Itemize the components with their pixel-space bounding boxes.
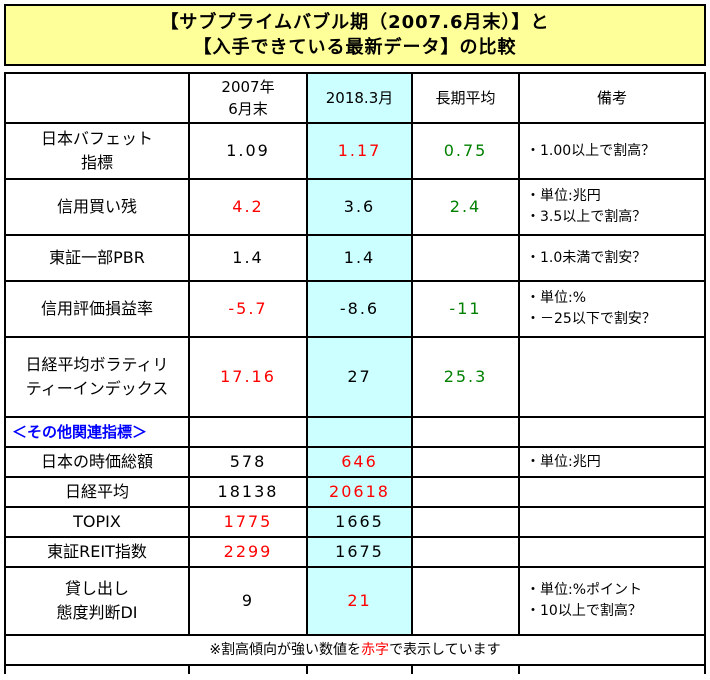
cropped-cell xyxy=(190,666,308,675)
value-2018: 646 xyxy=(308,448,413,479)
value-long-avg xyxy=(413,538,520,569)
remark-cell xyxy=(520,478,706,509)
value-2007: 4.2 xyxy=(190,180,308,237)
remark-cell: ・単位:% ・－25以下で割安？ xyxy=(520,282,706,339)
row-label-topix: TOPIX xyxy=(6,508,190,539)
cropped-cell xyxy=(308,666,413,675)
row-label-reit: 東証REIT指数 xyxy=(6,538,190,569)
row-label-pbr: 東証一部PBR xyxy=(6,236,190,283)
value-2007: 18138 xyxy=(190,478,308,509)
value-long-avg: -11 xyxy=(413,282,520,339)
column-header-blank xyxy=(6,74,190,125)
value-2018: 20618 xyxy=(308,478,413,509)
value-2007: 1775 xyxy=(190,508,308,539)
value-2007: 1.4 xyxy=(190,236,308,283)
remark-cell xyxy=(520,538,706,569)
column-header-2018: 2018.3月 xyxy=(308,74,413,125)
value-long-avg: 0.75 xyxy=(413,124,520,181)
row-label-volatility-index: 日経平均ボラティリ ティーインデックス xyxy=(6,338,190,419)
page-title: 【サブプライムバブル期（2007.6月末）】と 【入手できている最新データ】の比… xyxy=(4,4,706,67)
column-header-remarks: 備考 xyxy=(520,74,706,125)
value-long-avg xyxy=(413,448,520,479)
empty-cell xyxy=(190,418,308,449)
title-line-2: 【入手できている最新データ】の比較 xyxy=(193,37,517,59)
column-header-2007-line1: 2007年 xyxy=(221,77,275,96)
value-2018: 1675 xyxy=(308,538,413,569)
value-long-avg: 2.4 xyxy=(413,180,520,237)
value-2007: 9 xyxy=(190,568,308,637)
value-2018: 1.17 xyxy=(308,124,413,181)
value-long-avg xyxy=(413,568,520,637)
value-2007: 1.09 xyxy=(190,124,308,181)
value-2007: 2299 xyxy=(190,538,308,569)
value-2018: 21 xyxy=(308,568,413,637)
footnote: ※割高傾向が強い数値を 赤字 で表示しています xyxy=(6,636,706,667)
value-long-avg xyxy=(413,236,520,283)
remark-cell: ・1.00以上で割高？ xyxy=(520,124,706,181)
footnote-red-word: 赤字 xyxy=(361,641,390,658)
cropped-cell xyxy=(413,666,520,675)
value-2018: 1.4 xyxy=(308,236,413,283)
value-2018: 3.6 xyxy=(308,180,413,237)
remark-cell: ・単位:%ポイント ・10以上で割高？ xyxy=(520,568,706,637)
section-header-other-indicators: ＜その他関連指標＞ xyxy=(6,418,190,449)
value-long-avg xyxy=(413,478,520,509)
remark-cell xyxy=(520,338,706,419)
value-2018: -8.6 xyxy=(308,282,413,339)
remark-cell xyxy=(520,508,706,539)
row-label-lending-attitude-di: 貸し出し 態度判断DI xyxy=(6,568,190,637)
value-long-avg xyxy=(413,508,520,539)
remark-cell: ・単位:兆円 xyxy=(520,448,706,479)
value-long-avg: 25.3 xyxy=(413,338,520,419)
column-header-2007: 2007年 6月末 xyxy=(190,74,308,125)
column-header-2007-line2: 6月末 xyxy=(228,100,268,119)
value-2018: 27 xyxy=(308,338,413,419)
column-header-long-avg: 長期平均 xyxy=(413,74,520,125)
row-label-margin-buying: 信用買い残 xyxy=(6,180,190,237)
value-2018: 1665 xyxy=(308,508,413,539)
remark-cell: ・単位:兆円 ・3.5以上で割高？ xyxy=(520,180,706,237)
value-2007: -5.7 xyxy=(190,282,308,339)
value-2007: 17.16 xyxy=(190,338,308,419)
empty-cell xyxy=(413,418,520,449)
title-line-1: 【サブプライムバブル期（2007.6月末）】と xyxy=(160,12,550,33)
cropped-cell xyxy=(6,666,190,675)
row-label-margin-pl-ratio: 信用評価損益率 xyxy=(6,282,190,339)
empty-cell xyxy=(308,418,413,449)
cropped-next-row xyxy=(4,666,706,675)
row-label-buffett: 日本バフェット 指標 xyxy=(6,124,190,181)
cropped-cell xyxy=(520,666,706,675)
row-label-nikkei: 日経平均 xyxy=(6,478,190,509)
empty-cell xyxy=(520,418,706,449)
footnote-text-2: で表示しています xyxy=(389,641,501,658)
row-label-market-cap: 日本の時価総額 xyxy=(6,448,190,479)
comparison-table: 2007年 6月末 2018.3月 長期平均 備考 日本バフェット 指標 1.0… xyxy=(4,72,706,667)
remark-cell: ・1.0未満で割安？ xyxy=(520,236,706,283)
value-2007: 578 xyxy=(190,448,308,479)
footnote-text-1: ※割高傾向が強い数値を xyxy=(209,641,362,658)
